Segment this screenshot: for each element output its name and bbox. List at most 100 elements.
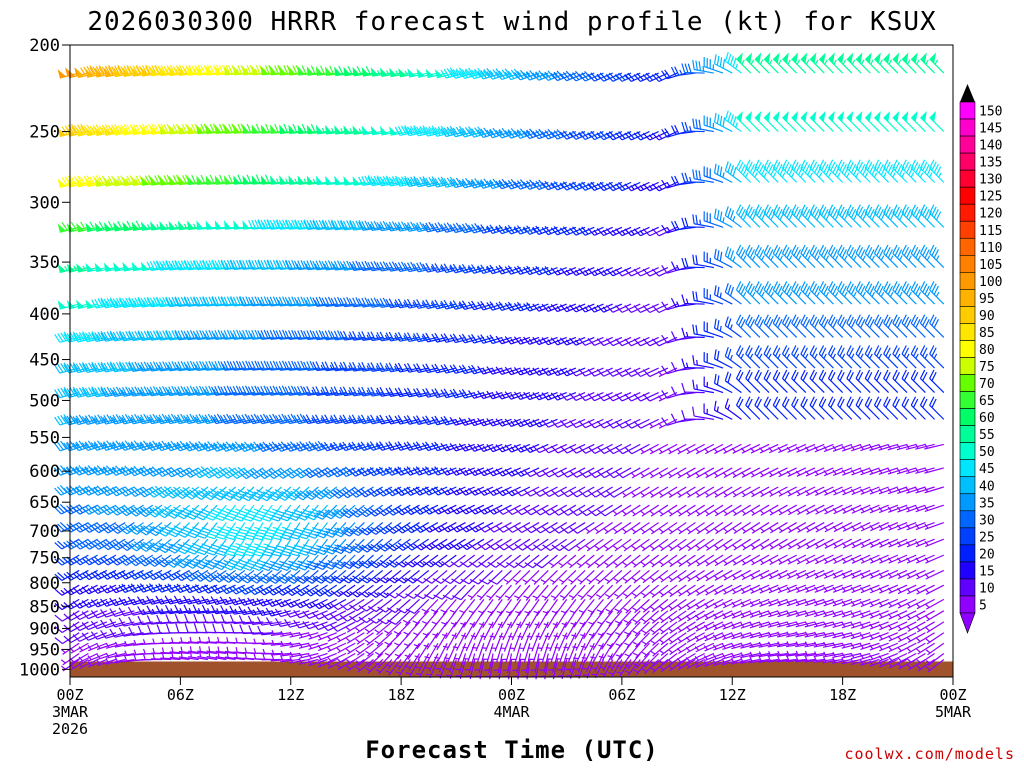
wind-barb (725, 161, 741, 182)
barb-flag (874, 111, 880, 122)
barb-full (616, 447, 623, 454)
barb-half (863, 256, 865, 261)
barb-flag (150, 221, 158, 230)
barb-half (939, 173, 941, 178)
barb-full (717, 165, 719, 174)
barb-half (640, 449, 644, 453)
barb-flag (334, 67, 341, 76)
barb-full (728, 374, 731, 383)
barb-flag (196, 175, 203, 184)
barb-staff (613, 368, 631, 376)
barb-full (720, 167, 722, 176)
barb-flag (746, 111, 752, 122)
barb-half (700, 220, 701, 225)
barb-staff (558, 444, 576, 453)
barb-half (842, 354, 844, 359)
wind-barb (725, 283, 741, 304)
barb-flag (755, 53, 761, 64)
barb-staff (641, 304, 659, 312)
barb-staff (622, 419, 640, 428)
barb-full (625, 421, 632, 428)
barb-half (835, 292, 837, 297)
barb-flag (224, 220, 231, 229)
wind-barb (725, 247, 741, 268)
barb-staff (650, 337, 668, 345)
barb-flag (316, 66, 323, 75)
barb-flag (58, 69, 66, 78)
barb-half (863, 292, 865, 297)
wind-barb (725, 52, 741, 73)
barb-half (819, 173, 821, 178)
barb-half (731, 355, 733, 360)
barb-full (588, 447, 595, 454)
barb-flag (737, 53, 743, 64)
barb-full (682, 410, 685, 419)
barb-half (759, 354, 761, 359)
barb-full (715, 285, 717, 294)
barb-full (728, 208, 731, 217)
barb-flag (298, 66, 305, 75)
barb-staff (595, 444, 613, 453)
barb-full (634, 421, 641, 428)
barb-staff (576, 419, 594, 427)
barb-half (733, 216, 735, 221)
barb-half (861, 354, 863, 359)
barb-full (717, 287, 719, 296)
barb-half (872, 256, 874, 261)
barb-flag (764, 111, 770, 122)
barb-half (936, 256, 938, 261)
barb-half (782, 173, 784, 178)
wind-barb (693, 380, 714, 393)
barb-full (725, 347, 728, 356)
barb-half (728, 405, 730, 410)
barb-half (844, 256, 846, 261)
barb-full (715, 164, 717, 173)
barb-full (685, 173, 688, 182)
barb-half (752, 292, 754, 297)
barb-flag (206, 125, 213, 134)
barb-flag (215, 66, 222, 75)
barb-full (693, 380, 694, 389)
barb-flag (362, 126, 370, 135)
wind-barb (778, 444, 797, 452)
barb-staff (622, 337, 640, 345)
barb-half (686, 449, 690, 453)
barb-half (825, 60, 827, 65)
barb-full (717, 375, 719, 384)
barb-half (65, 266, 68, 270)
barb-half (677, 301, 679, 306)
barb-full (699, 120, 700, 129)
barb-flag (792, 53, 798, 64)
barb-half (396, 71, 398, 76)
barb-full (682, 173, 685, 182)
barb-full (728, 163, 731, 172)
barb-half (797, 60, 799, 65)
barb-full (693, 119, 694, 128)
barb-flag (307, 125, 314, 134)
barb-flag (874, 53, 880, 64)
wind-barb (769, 444, 788, 452)
barb-half (862, 60, 864, 65)
barb-staff (631, 337, 649, 345)
barb-flag (920, 53, 926, 64)
barb-half (659, 449, 663, 453)
surface-fill (70, 661, 953, 677)
barb-full (731, 287, 734, 296)
barb-full (696, 119, 697, 128)
barb-flag (865, 111, 871, 122)
barb-flag (352, 125, 360, 134)
barb-half (918, 256, 920, 261)
barb-flag (150, 125, 158, 134)
barb-half (854, 256, 856, 261)
barb-full (685, 218, 688, 227)
barb-half (789, 292, 791, 297)
barb-half (893, 173, 895, 178)
barb-half (769, 354, 771, 359)
barb-full (685, 64, 688, 73)
barb-full (662, 225, 667, 233)
barb-half (847, 173, 849, 178)
barb-full (597, 447, 604, 454)
barb-half (771, 256, 773, 261)
barb-half (926, 60, 928, 65)
barb-staff (604, 393, 622, 401)
